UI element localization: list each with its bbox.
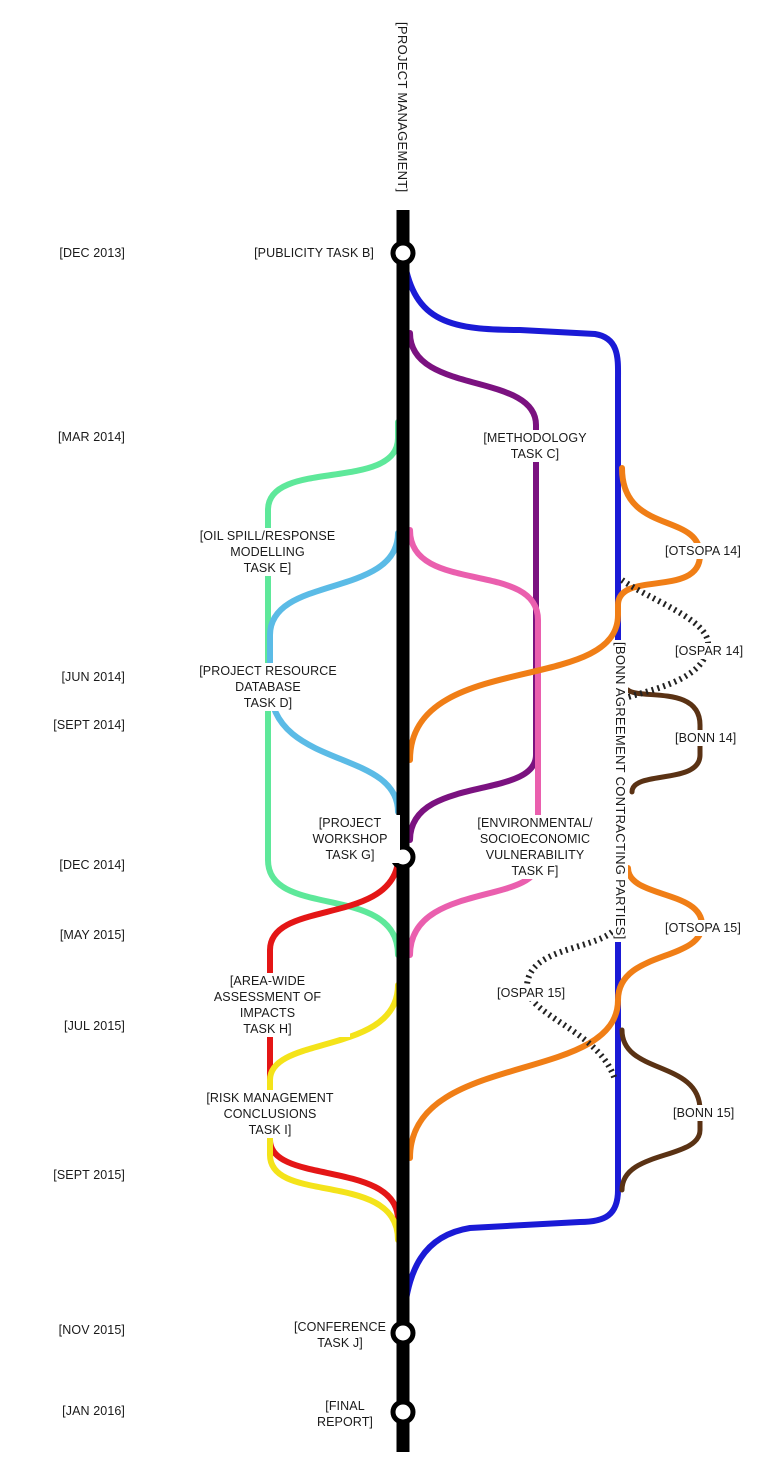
otsopa15-label: [OTSOPA 15]: [665, 920, 741, 936]
areawide-task-line: [267, 859, 401, 1223]
otsopa14-line: [407, 465, 704, 763]
areawide-label: [AREA-WIDE ASSESSMENT OF IMPACTS TASK H]: [185, 973, 350, 1037]
spine-title: [PROJECT MANAGEMENT]: [395, 22, 410, 193]
oilspill-label: [OIL SPILL/RESPONSE MODELLING TASK E]: [195, 528, 340, 576]
workshop-label: [PROJECT WORKSHOP TASK G]: [300, 815, 400, 863]
date-label: [DEC 2013]: [59, 246, 125, 260]
otsopa15-line: [407, 865, 706, 1161]
date-label: [NOV 2015]: [58, 1323, 125, 1337]
final-report-label: [FINAL REPORT]: [316, 1399, 374, 1429]
environmental-task-line: [407, 527, 541, 958]
ospar14-line: [620, 577, 711, 701]
final-report-station: [390, 1399, 416, 1425]
methodology-task-line: [407, 330, 539, 843]
otsopa14-label: [OTSOPA 14]: [665, 543, 741, 559]
date-label: [JUL 2015]: [64, 1019, 125, 1033]
date-label: [JAN 2016]: [62, 1404, 125, 1418]
date-label: [MAR 2014]: [57, 430, 125, 444]
bonn-agreement-title: [BONN AGREEMENT CONTRACTING PARTIES]: [613, 640, 628, 942]
ospar14-label: [OSPAR 14]: [675, 643, 744, 659]
date-label: [DEC 2014]: [59, 858, 125, 872]
bonn15-label: [BONN 15]: [673, 1105, 735, 1121]
conference-label: [CONFERENCE TASK J]: [293, 1320, 387, 1350]
risk-label: [RISK MANAGEMENT CONCLUSIONS TASK I]: [195, 1090, 345, 1138]
date-label: [JUN 2014]: [61, 670, 125, 684]
publicity-station: [390, 240, 416, 266]
conference-station: [390, 1320, 416, 1346]
date-label: [MAY 2015]: [59, 928, 125, 942]
bonn14-label: [BONN 14]: [675, 730, 737, 746]
bonn14-line: [625, 687, 703, 795]
date-label: [SEPT 2014]: [53, 718, 125, 732]
ospar15-label: [OSPAR 15]: [497, 985, 566, 1001]
publicity-task-line: [400, 250, 622, 1308]
methodology-label: [METHODOLOGY TASK C]: [470, 430, 600, 462]
date-label: [SEPT 2015]: [53, 1168, 125, 1182]
database-label: [PROJECT RESOURCE DATABASE TASK D]: [168, 663, 368, 711]
ospar15-line: [524, 929, 618, 1081]
environmental-label: [ENVIRONMENTAL/ SOCIOECONOMIC VULNERABIL…: [455, 815, 615, 879]
publicity-label: [PUBLICITY TASK B]: [254, 246, 374, 260]
